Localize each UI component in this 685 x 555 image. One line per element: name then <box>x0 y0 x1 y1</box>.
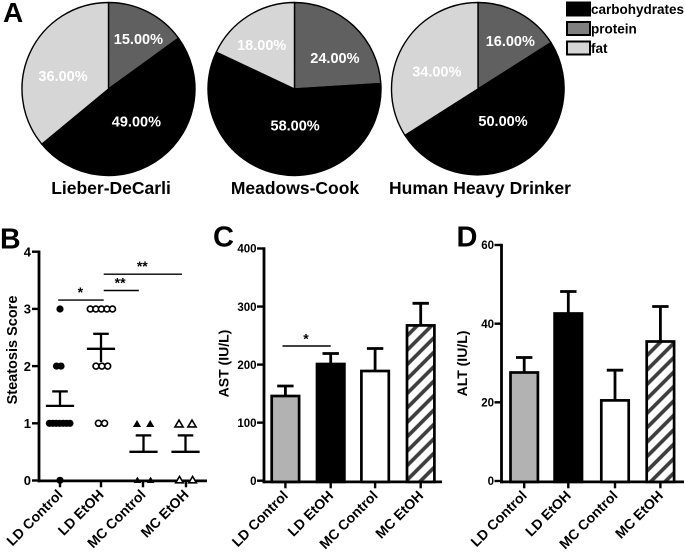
svg-text:18.00%: 18.00% <box>237 38 286 54</box>
svg-text:1: 1 <box>24 416 31 431</box>
svg-text:fat: fat <box>591 41 608 56</box>
svg-text:0: 0 <box>250 476 256 488</box>
svg-text:0: 0 <box>488 476 494 488</box>
svg-text:Meadows-Cook: Meadows-Cook <box>231 178 360 198</box>
svg-text:58.00%: 58.00% <box>271 119 320 135</box>
svg-text:4: 4 <box>24 244 32 259</box>
svg-text:B: B <box>0 223 21 255</box>
svg-text:C: C <box>213 222 234 254</box>
svg-text:0: 0 <box>24 473 31 488</box>
svg-text:Steatosis Score: Steatosis Score <box>5 296 21 405</box>
svg-text:60: 60 <box>481 240 494 252</box>
svg-text:24.00%: 24.00% <box>310 51 359 67</box>
svg-text:ALT (IU/L): ALT (IU/L) <box>454 331 470 397</box>
svg-text:AST (IU/L): AST (IU/L) <box>216 330 232 398</box>
svg-text:200: 200 <box>237 360 256 372</box>
svg-text:2: 2 <box>24 359 31 374</box>
svg-text:*: * <box>78 284 84 300</box>
svg-text:34.00%: 34.00% <box>412 65 461 81</box>
svg-text:50.00%: 50.00% <box>478 114 527 130</box>
svg-text:36.00%: 36.00% <box>38 69 87 85</box>
svg-text:300: 300 <box>237 302 256 314</box>
svg-text:15.00%: 15.00% <box>114 32 163 48</box>
svg-text:20: 20 <box>481 398 494 410</box>
svg-text:100: 100 <box>237 418 256 430</box>
svg-text:carbohydrates: carbohydrates <box>591 2 684 17</box>
svg-text:Lieber-DeCarli: Lieber-DeCarli <box>51 178 171 198</box>
svg-text:protein: protein <box>591 22 637 37</box>
svg-text:400: 400 <box>237 244 256 256</box>
svg-text:40: 40 <box>481 319 494 331</box>
svg-text:*: * <box>303 331 309 347</box>
svg-text:3: 3 <box>24 302 31 317</box>
svg-text:49.00%: 49.00% <box>112 115 161 131</box>
svg-text:D: D <box>457 222 478 254</box>
svg-text:16.00%: 16.00% <box>486 34 535 50</box>
svg-text:**: ** <box>115 275 126 291</box>
svg-text:Human Heavy Drinker: Human Heavy Drinker <box>389 178 571 198</box>
svg-text:A: A <box>3 0 23 28</box>
svg-text:**: ** <box>137 258 148 274</box>
